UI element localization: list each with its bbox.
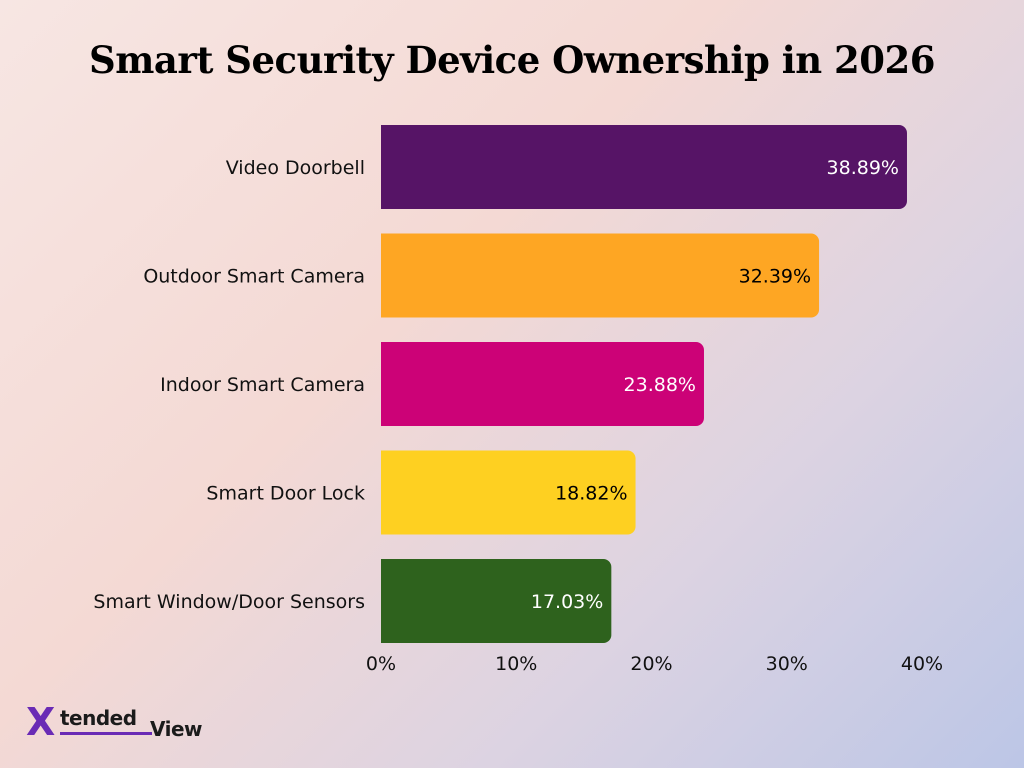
logo-text-view: View <box>150 717 203 741</box>
x-tick-label: 0% <box>366 653 396 675</box>
x-tick-label: 30% <box>766 653 808 675</box>
value-label-video-doorbell: 38.89% <box>827 157 899 179</box>
bar-smart-window-door-sensors <box>381 559 612 643</box>
bar-base-smart-window-door-sensors <box>381 559 391 643</box>
category-label-outdoor-smart-camera: Outdoor Smart Camera <box>143 266 365 288</box>
bar-base-smart-door-lock <box>381 450 391 535</box>
category-label-smart-window-door-sensors: Smart Window/Door Sensors <box>93 591 365 613</box>
value-label-smart-window-door-sensors: 17.03% <box>531 591 603 613</box>
value-label-indoor-smart-camera: 23.88% <box>624 374 696 396</box>
value-label-smart-door-lock: 18.82% <box>555 483 627 505</box>
logo-mark: X <box>26 700 56 744</box>
x-tick-label: 10% <box>495 653 537 675</box>
x-tick-label: 40% <box>901 653 943 675</box>
bar-base-video-doorbell <box>381 125 391 209</box>
category-label-indoor-smart-camera: Indoor Smart Camera <box>160 374 365 396</box>
category-label-video-doorbell: Video Doorbell <box>226 157 365 179</box>
logo-text-tended: tended <box>60 706 137 730</box>
bar-smart-door-lock <box>381 450 636 535</box>
x-tick-label: 20% <box>630 653 672 675</box>
logo-underline <box>60 732 152 735</box>
bar-base-outdoor-smart-camera <box>381 233 391 318</box>
value-label-outdoor-smart-camera: 32.39% <box>739 266 811 288</box>
bar-base-indoor-smart-camera <box>381 342 391 426</box>
chart-title: Smart Security Device Ownership in 2026 <box>88 38 936 82</box>
bar-video-doorbell <box>381 125 907 209</box>
category-label-smart-door-lock: Smart Door Lock <box>206 483 365 505</box>
bar-outdoor-smart-camera <box>381 233 820 318</box>
bar-indoor-smart-camera <box>381 342 704 426</box>
bar-chart: Video Doorbell 38.89% Outdoor Smart Camera… <box>93 125 943 675</box>
